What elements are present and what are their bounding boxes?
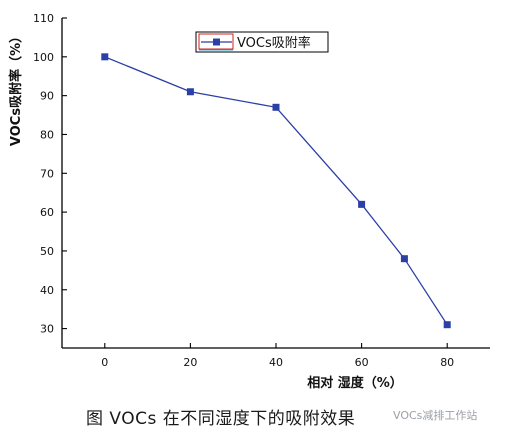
axes bbox=[61, 18, 490, 349]
legend-swatch-frame bbox=[198, 33, 234, 50]
series-line bbox=[104, 56, 448, 326]
legend-box bbox=[195, 31, 329, 53]
data-point bbox=[272, 103, 280, 111]
y-tick-label: 30 bbox=[40, 323, 54, 336]
x-axis-ticks: 0 20 40 60 80 bbox=[101, 343, 454, 369]
figure-caption: 图 VOCs 在不同湿度下的吸附效果 bbox=[86, 409, 356, 429]
y-axis-ticks: 30 40 50 60 70 80 90 100 110 bbox=[33, 12, 67, 336]
data-point bbox=[400, 255, 408, 263]
y-tick-label: 40 bbox=[40, 284, 54, 297]
y-tick-label: 50 bbox=[40, 245, 54, 258]
y-axis-title: VOCs吸附率（%） bbox=[8, 30, 24, 146]
series-group bbox=[101, 53, 451, 329]
x-tick-label: 20 bbox=[183, 356, 197, 369]
y-tick-label: 100 bbox=[33, 51, 54, 64]
legend: VOCs吸附率 bbox=[195, 31, 329, 53]
x-tick-label: 80 bbox=[440, 356, 454, 369]
y-tick-label: 110 bbox=[33, 12, 54, 25]
legend-swatch-marker bbox=[213, 38, 220, 46]
watermark: VOCs减排工作站 bbox=[393, 409, 478, 422]
data-point bbox=[186, 88, 194, 96]
y-tick-label: 60 bbox=[40, 206, 54, 219]
x-tick-label: 60 bbox=[355, 356, 369, 369]
y-tick-label: 70 bbox=[40, 167, 54, 180]
data-point bbox=[358, 200, 366, 208]
data-point bbox=[101, 53, 109, 61]
x-tick-label: 40 bbox=[269, 356, 283, 369]
x-tick-label: 0 bbox=[101, 356, 108, 369]
y-tick-label: 80 bbox=[40, 128, 54, 141]
legend-label: VOCs吸附率 bbox=[237, 35, 311, 51]
x-axis-title: 相对 湿度（%） bbox=[307, 375, 403, 391]
data-point bbox=[443, 321, 451, 329]
y-tick-label: 90 bbox=[40, 90, 54, 103]
